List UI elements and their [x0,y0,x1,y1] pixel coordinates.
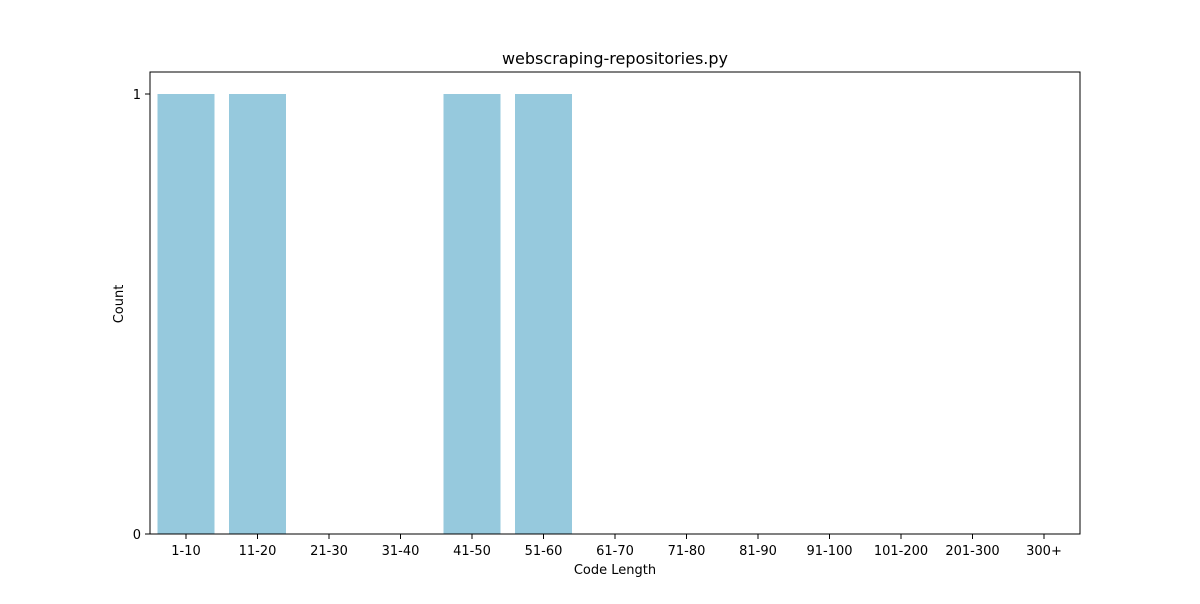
x-tick-label: 91-100 [806,544,852,559]
bar-11-20 [229,94,286,534]
y-tick-label: 1 [133,88,141,103]
x-tick-label: 300+ [1026,544,1062,559]
x-tick-label: 41-50 [453,544,491,559]
x-tick-label: 21-30 [310,544,348,559]
y-axis-label: Count [112,285,127,324]
x-tick-label: 61-70 [596,544,634,559]
bars-group [157,94,572,534]
x-tick-label: 81-90 [739,544,777,559]
x-tick-label: 51-60 [525,544,563,559]
x-tick-label: 201-300 [945,544,999,559]
bar-41-50 [443,94,501,534]
x-tick-label: 71-80 [668,544,706,559]
x-axis-ticks: 1-10 11-20 21-30 31-40 41-50 51-60 61-70 71-80 8… [171,534,1062,559]
y-tick-label: 0 [133,528,141,543]
bar-51-60 [515,94,572,534]
bar-1-10 [157,94,215,534]
y-axis-ticks: 01 [133,88,150,543]
x-tick-label: 101-200 [874,544,928,559]
x-tick-label: 31-40 [382,544,420,559]
plot-frame [149,71,1081,535]
x-tick-label: 11-20 [239,544,277,559]
x-axis-label: Code Length [574,563,656,578]
x-tick-label: 1-10 [171,544,201,559]
chart-title: webscraping-repositories.py [502,49,728,68]
